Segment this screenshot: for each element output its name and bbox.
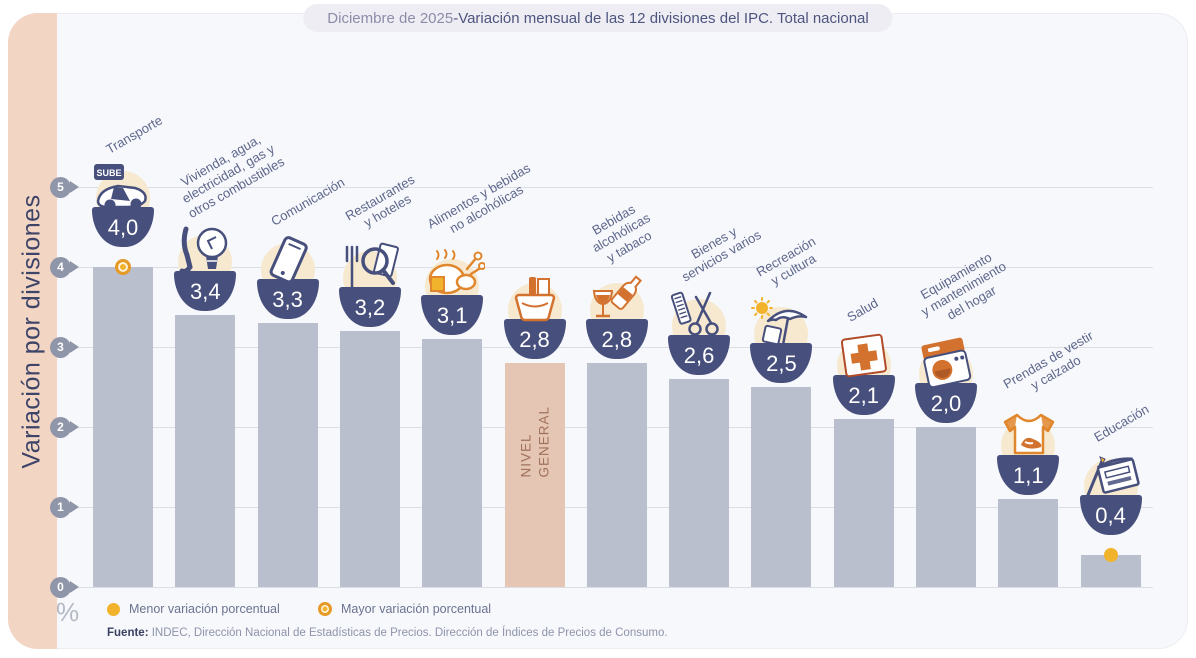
y-tick-4: 4 [50,256,71,278]
bar-alimentos [422,339,483,587]
title-main-part: Variación mensual de las 12 divisiones d… [458,9,869,27]
lightbulb-tool-icon [172,225,238,277]
y-tick-0: 0 [50,576,71,598]
title-separator: - [453,9,459,27]
menor-dot-icon [107,602,120,616]
sube-card-car-icon: SUBE [90,161,156,213]
wine-bottle-glass-icon [584,273,650,325]
source-note: Fuente: INDEC, Dirección Nacional de Est… [107,627,668,639]
first-aid-kit-icon [831,329,897,381]
y-tick-1: 1 [50,496,71,518]
comb-scissors-icon [666,289,732,341]
bar-equipamiento [916,427,976,587]
fork-magnifier-icon [337,241,403,293]
title-date-part: Diciembre de 2025 [327,9,454,27]
legend-label-menor: Menor variación porcentual [129,602,280,616]
max-variation-marker-dot [115,259,131,275]
legend-item-mayor: Mayor variación porcentual [318,602,491,616]
chart-title: Diciembre de 2025 - Variación mensual de… [303,4,893,32]
source-text: INDEC, Dirección Nacional de Estadística… [148,627,668,639]
source-prefix: Fuente: [107,627,149,639]
bar-bienes [669,379,730,587]
bar-salud [833,419,894,587]
y-tick-3: 3 [50,336,71,358]
washing-machine-icon [913,337,979,389]
tshirt-sneaker-icon [995,409,1061,461]
notebook-pencil-icon [1078,449,1144,501]
bar-bebidas [586,363,647,587]
gridline-5 [60,186,1153,188]
gridline-4 [60,266,1153,268]
grocery-basket-icon [502,273,568,325]
min-variation-marker-dot [1103,548,1118,562]
legend-label-mayor: Mayor variación porcentual [341,602,492,616]
bar-transporte [93,267,153,587]
legend-item-menor: Menor variación porcentual [107,602,280,616]
y-axis-band: Variación por divisiones [8,13,57,649]
bar-vivienda [175,315,236,587]
mayor-dot-icon [318,602,332,616]
gridline-0 [60,586,1153,588]
y-tick-2: 2 [50,416,71,438]
svg-text:SUBE: SUBE [96,168,121,178]
sun-umbrella-icon [748,297,814,349]
y-tick-5: 5 [50,176,71,198]
bar-comunicacion [257,323,318,587]
y-axis-title: Variación por divisiones [18,193,47,469]
bar-recreacion [751,387,812,587]
roast-chicken-icon [419,249,487,301]
nivel-general-bar-label: NIVEL GENERAL [517,406,551,478]
bar-nivel-general [504,363,565,587]
smartphone-icon [255,233,321,285]
bar-prendas [998,499,1059,587]
percent-unit-label: % [56,597,80,627]
bar-restaurantes [339,331,400,587]
